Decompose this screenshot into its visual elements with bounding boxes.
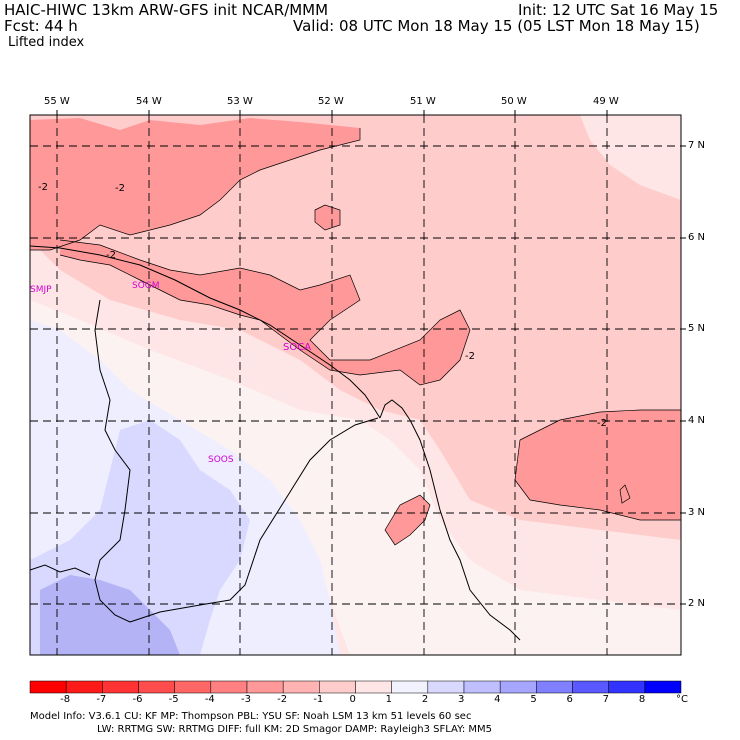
lat-label: 6 N [688, 232, 706, 243]
colorbar-tick-label: -5 [168, 694, 179, 705]
axis-ticks [56, 110, 686, 605]
colorbar-swatch [499, 680, 537, 694]
lat-label: 7 N [688, 140, 706, 151]
plot-title: HAIC-HIWC 13km ARW-GFS init NCAR/MMM [4, 1, 329, 19]
lat-label: 2 N [688, 598, 706, 609]
colorbar-swatch [138, 680, 175, 694]
colorbar-swatch [174, 680, 212, 694]
lon-label: 49 W [593, 96, 619, 107]
field-region [580, 115, 681, 200]
colorbar-unit: °C [676, 694, 688, 705]
colorbar-tick-label: 6 [566, 694, 573, 705]
colorbar-tick-label: 0 [349, 694, 356, 705]
colorbar-tick-label: 3 [458, 694, 465, 705]
colorbar [29, 680, 682, 694]
contour-label: -2 [106, 250, 116, 261]
colorbar-swatch [572, 680, 609, 694]
lon-label: 54 W [136, 96, 162, 107]
field-region [515, 410, 681, 520]
field-name: Lifted index [8, 35, 85, 50]
colorbar-tick-label: 5 [530, 694, 537, 705]
field-region [40, 575, 180, 655]
field-region [30, 300, 681, 655]
contour-label: -2 [38, 182, 48, 193]
lat-label: 5 N [688, 323, 706, 334]
lon-label: 55 W [44, 96, 70, 107]
colorbar-tick-label: -1 [313, 694, 324, 705]
model-info-line1: Model Info: V3.6.1 CU: KF MP: Thompson P… [30, 711, 472, 722]
colorbar-tick-label: -4 [204, 694, 215, 705]
colorbar-tick-label: -8 [60, 694, 71, 705]
forecast-hour: Fcst: 44 h [4, 17, 78, 35]
colorbar-swatch [65, 680, 103, 694]
station-label-sogm: SOGM [132, 281, 160, 291]
colorbar-tick-label: -3 [241, 694, 251, 705]
colorbar-tick-label: -2 [277, 694, 288, 705]
colorbar-swatch [536, 680, 573, 694]
colorbar-tick-label: -7 [96, 694, 107, 705]
colorbar-swatch [282, 680, 320, 694]
colorbar-tick-label: -6 [132, 694, 143, 705]
map-frame [29, 114, 682, 656]
colorbar-tick-label: 1 [385, 694, 393, 705]
colorbar-tick-label: 2 [421, 694, 429, 705]
colorbar-swatch [210, 680, 248, 694]
colorbar-swatch [463, 680, 501, 694]
field-region [315, 205, 340, 230]
station-label-soca: SOCA [283, 342, 311, 353]
colorbar-swatch [355, 680, 392, 694]
lon-label: 52 W [318, 96, 344, 107]
field-region [30, 118, 360, 250]
colorbar-swatch [644, 680, 682, 694]
lon-label: 51 W [410, 96, 436, 107]
colorbar-tick-label: 4 [494, 694, 501, 705]
station-label-soos: SOOS [208, 455, 234, 465]
colorbar-swatch [391, 680, 429, 694]
contour-label: -2 [115, 183, 125, 194]
colorbar-tick-label: 7 [602, 694, 610, 705]
lon-label: 50 W [501, 96, 527, 107]
contour-label: -2 [465, 351, 475, 362]
station-label-smjp: SMJP [30, 285, 52, 295]
field-region [60, 240, 470, 385]
field-region [385, 495, 430, 545]
model-info-line2: LW: RRTMG SW: RRTMG DIFF: full KM: 2D Sm… [97, 724, 493, 735]
lat-label: 3 N [688, 507, 706, 518]
colorbar-swatch [427, 680, 465, 694]
coastline [29, 245, 521, 641]
colorbar-swatch [102, 680, 139, 694]
lat-label: 4 N [688, 415, 706, 426]
contour-label: -2 [597, 418, 607, 429]
init-time: Init: 12 UTC Sat 16 May 15 [518, 1, 719, 19]
colorbar-swatch [319, 680, 356, 694]
colorbar-swatch [29, 680, 67, 694]
valid-time: Valid: 08 UTC Mon 18 May 15 (05 LST Mon … [293, 17, 700, 35]
contour-lines [30, 128, 681, 546]
colorbar-swatch [246, 680, 284, 694]
colorbar-swatch [608, 680, 646, 694]
lon-label: 53 W [227, 96, 253, 107]
colorbar-tick-label: 8 [638, 694, 646, 705]
lat-lon-grid [30, 115, 681, 655]
